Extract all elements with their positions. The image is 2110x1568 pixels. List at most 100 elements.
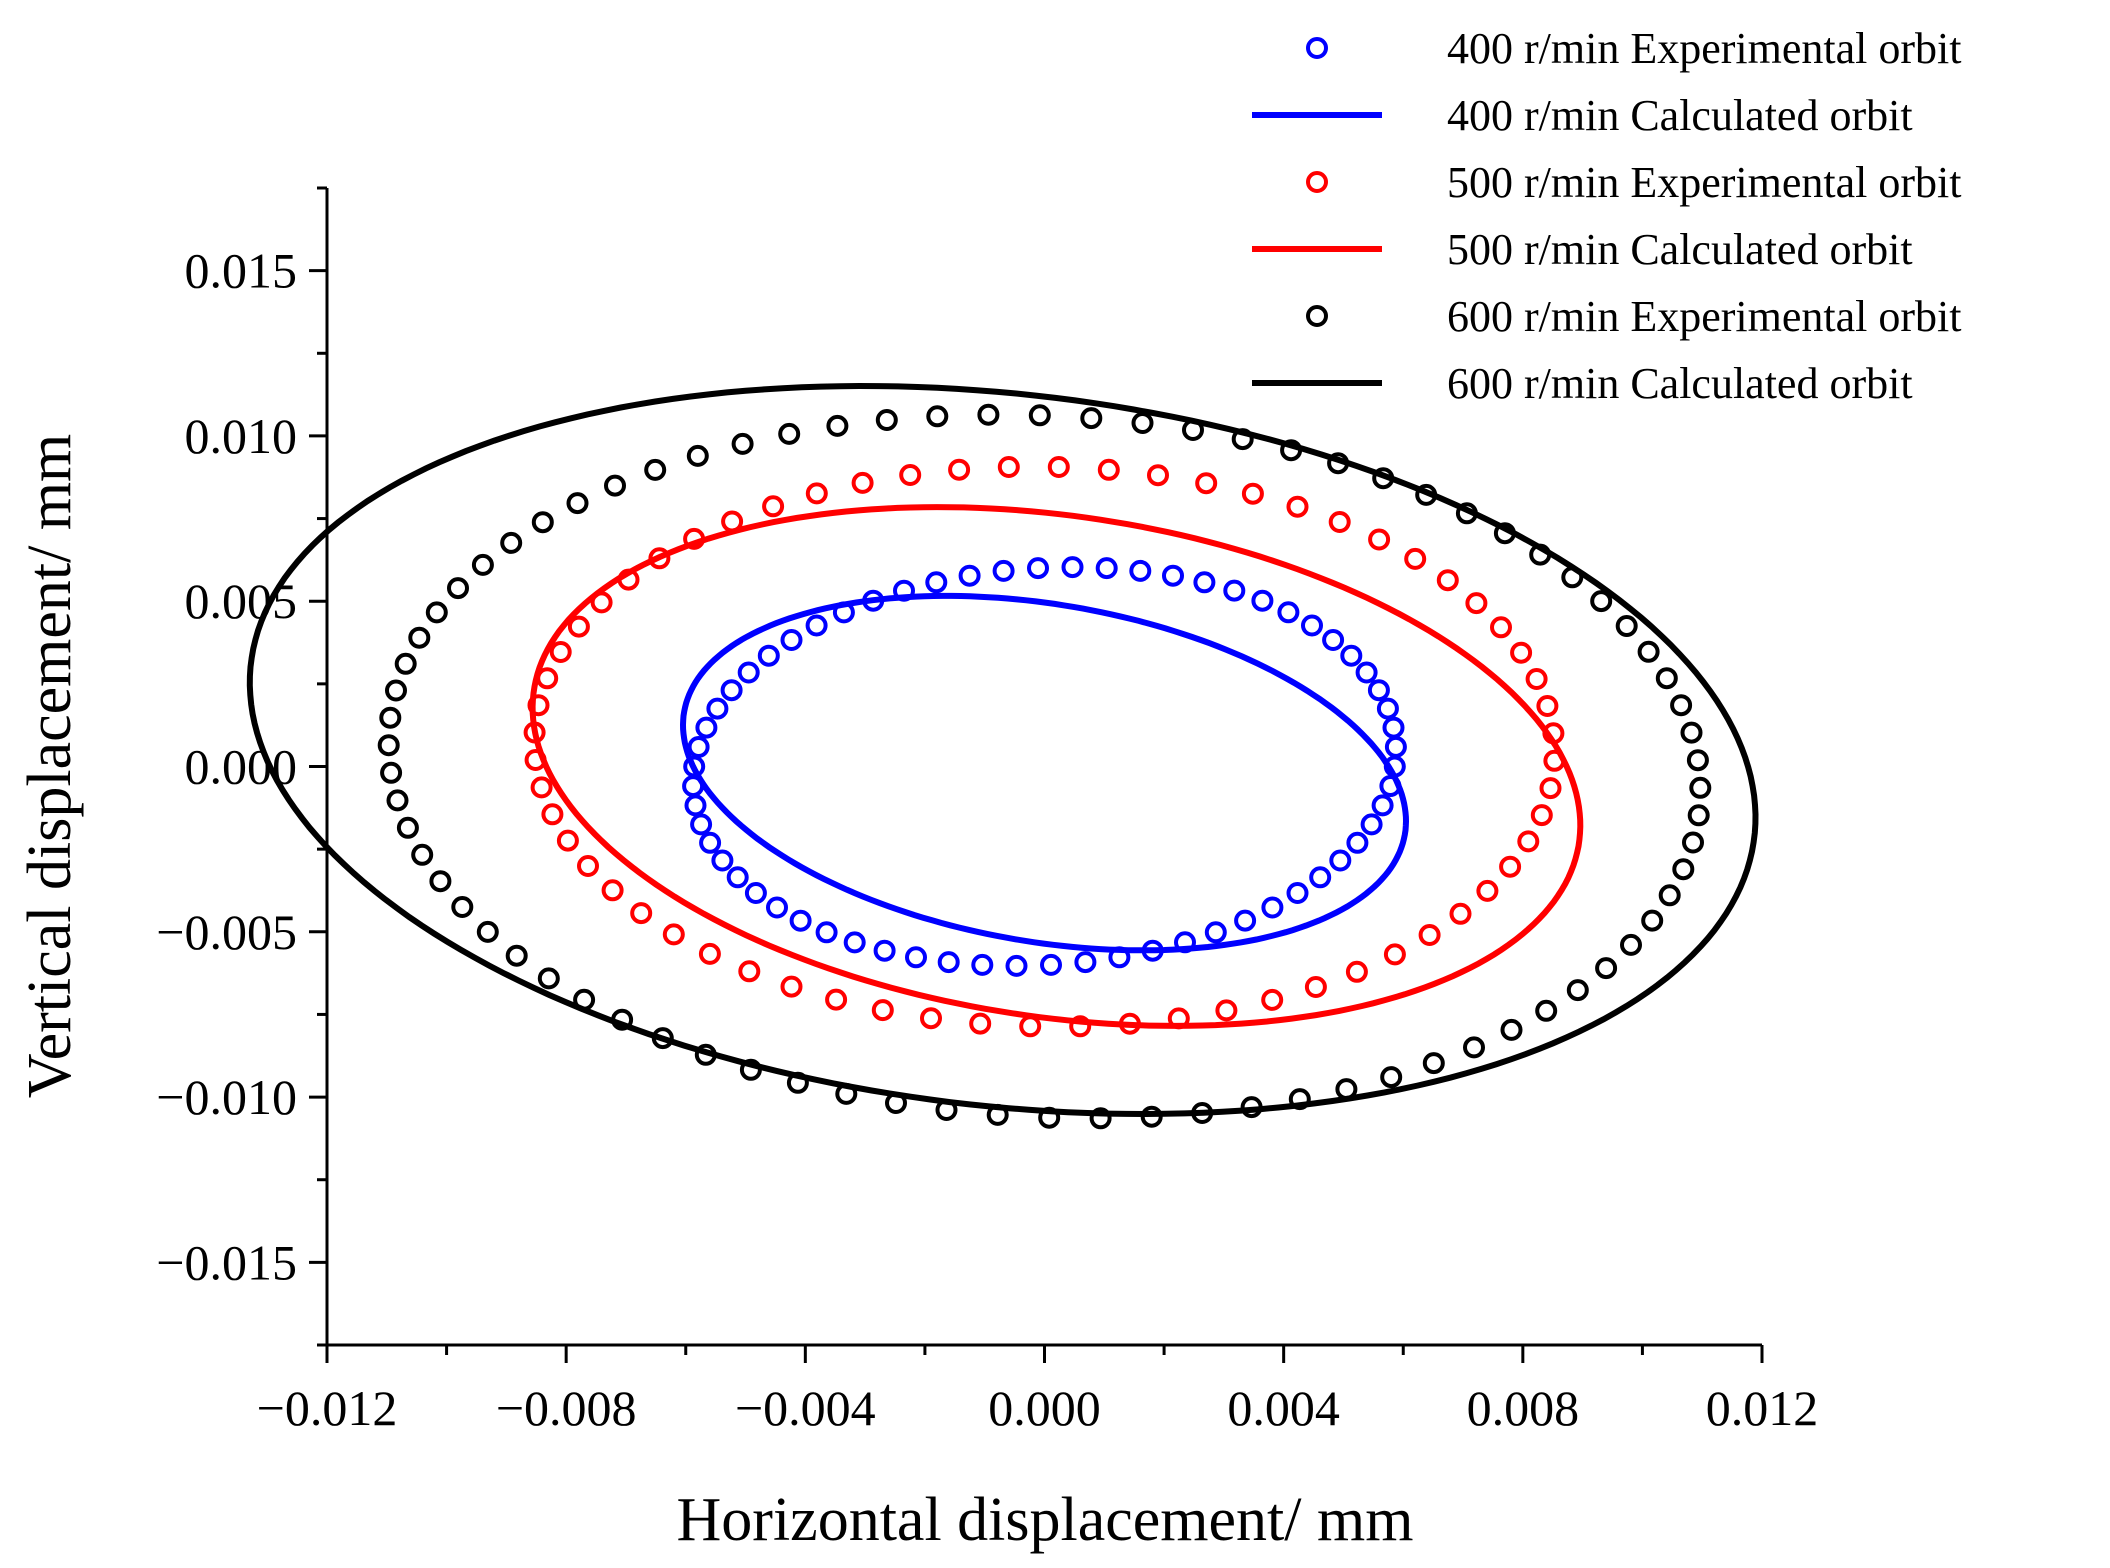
y-tick-label: 0.010: [185, 408, 298, 464]
data-point: [644, 458, 667, 481]
data-point: [738, 960, 761, 983]
data-point: [992, 559, 1015, 582]
data-point: [556, 829, 579, 852]
data-point: [1376, 697, 1399, 720]
x-tick-label: −0.008: [496, 1380, 637, 1436]
data-point: [684, 794, 707, 817]
data-point: [1672, 858, 1695, 881]
data-point: [744, 882, 767, 904]
y-tick-label: 0.005: [185, 573, 298, 629]
data-point: [1028, 404, 1051, 427]
data-point: [737, 661, 760, 684]
data-point: [476, 920, 499, 943]
legend-label: 500 r/min Experimental orbit: [1447, 158, 1961, 207]
series-line: [529, 504, 1584, 1029]
data-point: [969, 1012, 992, 1035]
data-point: [1089, 1107, 1112, 1130]
data-point: [711, 849, 734, 872]
data-point: [1517, 830, 1540, 853]
data-point: [1129, 559, 1152, 582]
data-point: [1539, 777, 1562, 800]
legend-label: 400 r/min Experimental orbit: [1447, 24, 1961, 73]
data-point: [1658, 884, 1681, 907]
data-point: [1147, 464, 1169, 487]
y-tick-label: 0.000: [185, 739, 298, 795]
data-point: [875, 409, 898, 431]
x-axis-title: Horizontal displacement/ mm: [677, 1486, 1414, 1554]
data-point: [530, 776, 553, 799]
data-point: [1195, 472, 1218, 495]
data-point: [1251, 589, 1274, 612]
data-point: [566, 492, 589, 515]
data-point: [1040, 953, 1062, 976]
data-point: [698, 942, 721, 965]
data-point: [1689, 776, 1712, 799]
data-point: [843, 931, 866, 954]
data-point: [1346, 831, 1369, 854]
data-point: [1384, 735, 1407, 758]
data-point: [1277, 601, 1300, 624]
data-point: [601, 879, 624, 902]
data-point: [1510, 641, 1533, 664]
x-tick-label: −0.004: [735, 1380, 876, 1436]
data-point: [1193, 571, 1216, 594]
legend: 400 r/min Experimental orbit 400 r/min Ca…: [1252, 24, 1961, 408]
data-point: [1005, 954, 1028, 977]
data-point: [1422, 1052, 1445, 1075]
data-point: [1261, 988, 1284, 1011]
series-2: [523, 456, 1566, 1038]
series-5: [246, 382, 1759, 1118]
data-point: [1465, 592, 1488, 615]
data-point: [731, 432, 754, 455]
data-point: [1687, 804, 1710, 827]
data-point: [396, 816, 419, 839]
data-point: [471, 553, 494, 576]
data-point: [1595, 957, 1618, 980]
data-point: [1686, 749, 1709, 772]
data-point: [408, 626, 431, 649]
data-point: [411, 843, 434, 866]
data-point: [780, 629, 803, 651]
data-point: [805, 614, 828, 637]
y-tick-label: −0.015: [156, 1234, 297, 1290]
data-point: [1367, 679, 1390, 702]
data-point: [1019, 1015, 1042, 1038]
data-point: [425, 601, 448, 624]
data-point: [687, 736, 710, 758]
data-point: [1360, 813, 1383, 836]
data-point: [1047, 456, 1070, 478]
data-point: [577, 855, 599, 877]
data-point: [1322, 629, 1345, 651]
data-point: [447, 577, 469, 600]
data-point: [766, 896, 788, 919]
data-point: [1383, 943, 1406, 966]
data-point: [826, 414, 849, 437]
data-point: [997, 456, 1020, 478]
data-point: [899, 464, 922, 486]
y-tick-label: 0.015: [185, 243, 298, 299]
data-point: [380, 761, 403, 784]
legend-label: 600 r/min Experimental orbit: [1447, 292, 1961, 341]
data-point: [1418, 924, 1441, 946]
data-point: [1069, 1015, 1092, 1038]
data-point: [531, 511, 554, 534]
data-point: [1204, 921, 1227, 944]
data-point: [937, 951, 960, 974]
data-point: [699, 831, 722, 854]
legend-label: 500 r/min Calculated orbit: [1447, 225, 1913, 274]
data-point: [1371, 794, 1394, 817]
y-axis-title: Vertical displacement/ mm: [16, 434, 84, 1099]
data-point: [757, 644, 780, 667]
data-point: [1380, 1066, 1403, 1089]
data-point: [1655, 667, 1678, 690]
x-tick-label: −0.012: [257, 1380, 398, 1436]
data-point: [662, 923, 685, 946]
data-point: [851, 471, 874, 494]
series-line: [246, 382, 1759, 1118]
data-point: [695, 716, 718, 739]
data-point: [604, 474, 626, 497]
data-point: [1286, 495, 1309, 518]
data-point: [815, 921, 838, 944]
data-point: [1234, 909, 1257, 932]
data-point: [1637, 640, 1660, 663]
